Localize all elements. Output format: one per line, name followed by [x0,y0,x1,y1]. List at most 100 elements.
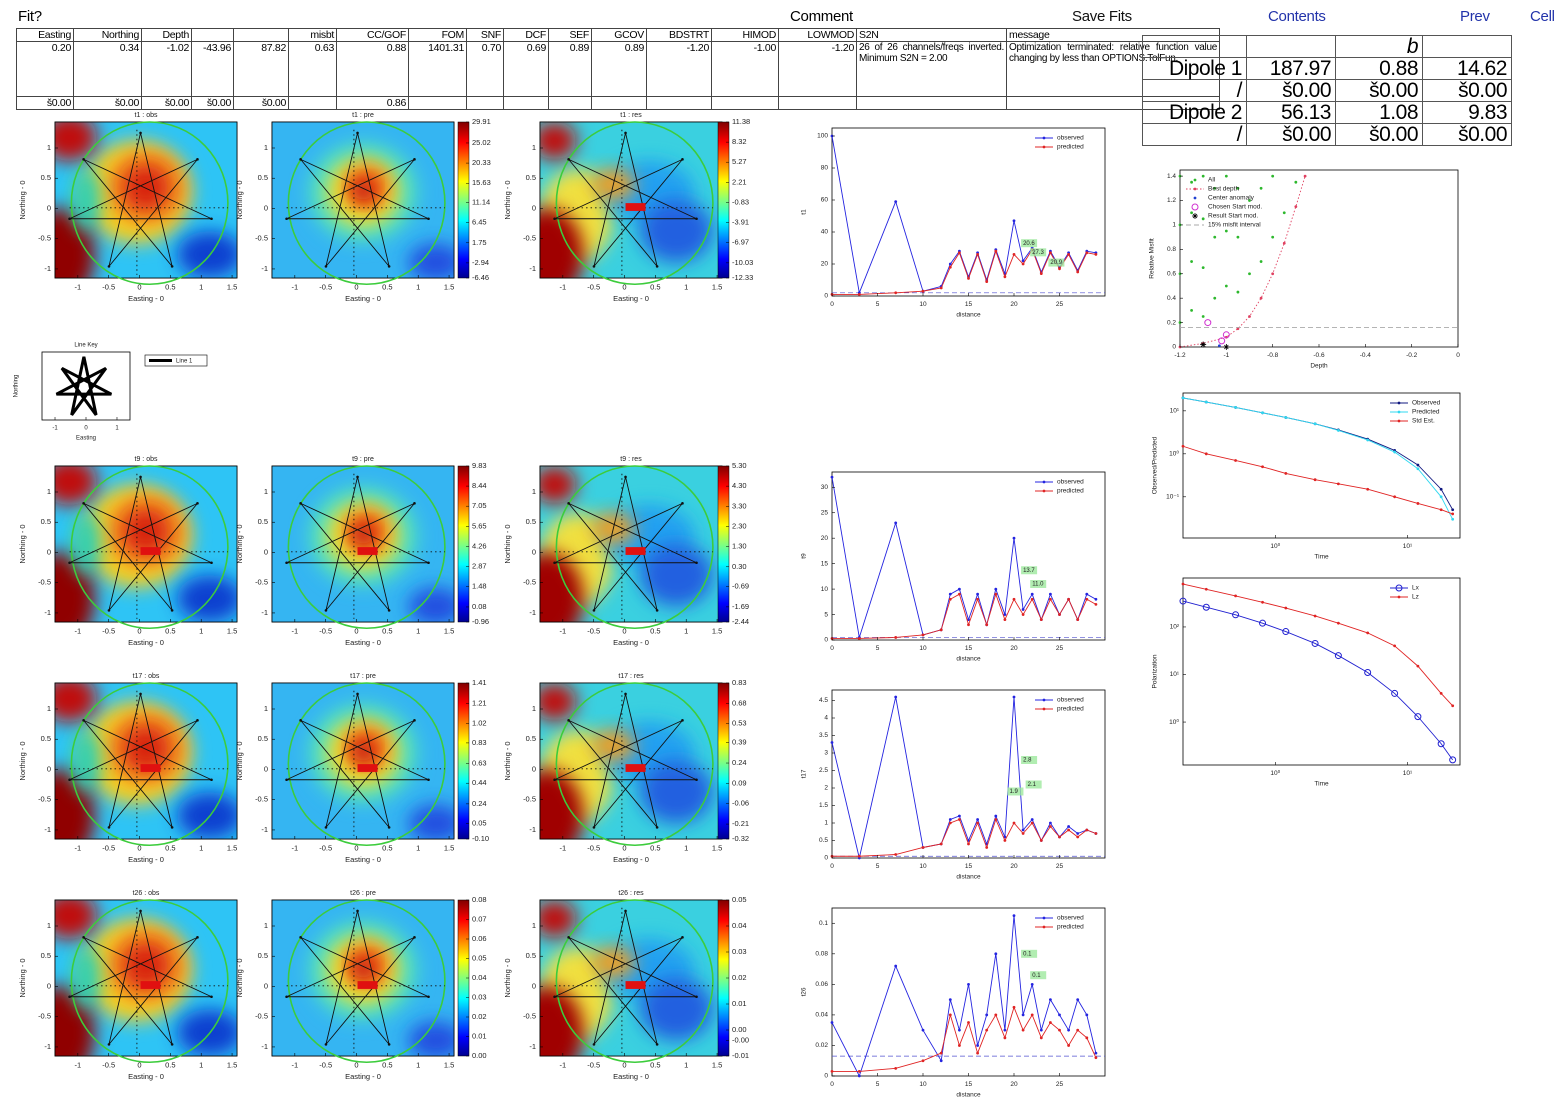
survey-point [210,995,213,999]
survey-line [69,910,212,1045]
marker [985,623,989,627]
y-tick-label: 1 [47,704,51,713]
legend-label: Lz [1412,594,1419,601]
x-tick-label: -0.5 [102,843,115,852]
marker [857,637,861,640]
survey-point [82,936,85,939]
survey-point [695,217,698,221]
y-tick-label: -0.5 [38,234,51,243]
survey-line [286,910,429,1045]
legend-marker [1042,916,1046,920]
x-tick-label: 15 [965,645,973,652]
marker [1076,832,1080,835]
y-tick-label: 0 [532,203,536,212]
x-tick-label: 20 [1010,301,1018,308]
colorbar-tick-label: 0.09 [732,778,747,787]
legend-marker [1397,410,1401,414]
x-tick-label: 20 [1010,645,1018,652]
x-axis-label: Easting - 0 [128,1072,164,1081]
y-tick-label: 0 [532,764,536,773]
column-header: CC/GOF [336,28,409,42]
marker [857,1074,861,1078]
x-tick-label: 5 [876,645,880,652]
y-tick-label: 0 [47,764,51,773]
marker [1271,235,1275,239]
marker [1030,982,1034,986]
column-header: b [1335,35,1423,58]
colorbar-tick-label: 1.30 [732,542,747,551]
legend-label: predicted [1057,144,1084,151]
legend-label: Lx [1412,585,1420,592]
marker [1030,818,1034,821]
x-tick-label: 1 [684,1060,688,1069]
x-tick-label: -0.5 [587,626,600,635]
data-row: / š0.00 š0.00 š0.00 [1142,123,1512,146]
heatmap-blob [55,122,97,161]
colorbar-tick-label: 0.08 [472,895,487,904]
column-header: DCF [503,28,549,42]
x-tick-label: 20 [1010,863,1018,870]
marker [1012,821,1016,825]
survey-circle [555,465,714,630]
save-fits-button[interactable]: Save Fits [1072,8,1132,25]
colorbar-tick-label: 2.21 [732,177,747,186]
colorbar-tick-label: 0.44 [472,778,487,787]
marker [1313,422,1317,426]
prev-link[interactable]: Prev [1460,8,1490,25]
y-tick-label: 0.8 [1167,246,1176,253]
cell: 0.86 [336,96,409,110]
colorbar-tick-label: 0.01 [732,999,747,1008]
survey-circle [555,899,714,1064]
x-tick-label: -1 [559,282,566,291]
marker [1366,487,1370,491]
y-tick-label: 0 [824,1073,828,1080]
survey-point [82,158,85,161]
colorbar-tick-label: 0.03 [732,947,747,956]
y-tick-label: 0 [264,547,268,556]
marker [1336,482,1340,486]
x-tick-label: -1 [559,843,566,852]
colorbar-tick-label: 1.75 [472,238,487,247]
marker [994,587,998,591]
x-axis-label: distance [956,656,981,663]
data-row: Dipole 2 56.13 1.08 9.83 [1142,101,1512,124]
legend-label: predicted [1057,706,1084,713]
cell: š0.00 [1422,79,1512,102]
cell-link[interactable]: Cell [1530,8,1555,25]
axes-box [831,689,1106,859]
x-tick-label: 0.5 [650,843,660,852]
cell [548,96,592,110]
x-tick-label: 20 [1010,1081,1018,1088]
legend-marker [1395,584,1403,592]
x-tick-label: 0 [622,282,626,291]
marker [1021,1028,1025,1032]
colorbar-tick-label: 0.07 [472,914,487,923]
cell: 87.82 [233,41,289,97]
colorbar-tick-label: 4.30 [732,481,747,490]
heatmap-blob [124,943,168,988]
survey-line [69,476,212,611]
colorbar-tick-label: 2.87 [472,562,487,571]
colorbar-tick-label: 0.30 [732,562,747,571]
colorbar-tick-label: 29.91 [472,117,491,126]
marker [1451,512,1455,516]
heatmap-blob [590,512,635,545]
colorbar-tick-label: 20.33 [472,158,491,167]
survey-point [553,995,556,999]
x-tick-label: -0.4 [1360,352,1372,359]
x-axis-label: Easting - 0 [613,294,649,303]
colorbar-tick-label: 9.83 [472,461,487,470]
marker [830,741,834,744]
column-header: HIMOD [711,28,779,42]
survey-point [413,936,416,939]
marker [1224,284,1228,288]
map-title: t9 : pre [352,456,374,463]
data-row: Dipole 1 187.97 0.88 14.62 [1142,57,1512,80]
x-tick-label: 1.5 [227,1060,237,1069]
marker [1416,664,1420,668]
y-tick-label: 20 [821,535,829,542]
marker [1049,1021,1052,1024]
x-tick-label: 0.5 [650,282,660,291]
contents-link[interactable]: Contents [1268,8,1326,25]
cell: š0.00 [16,96,74,110]
